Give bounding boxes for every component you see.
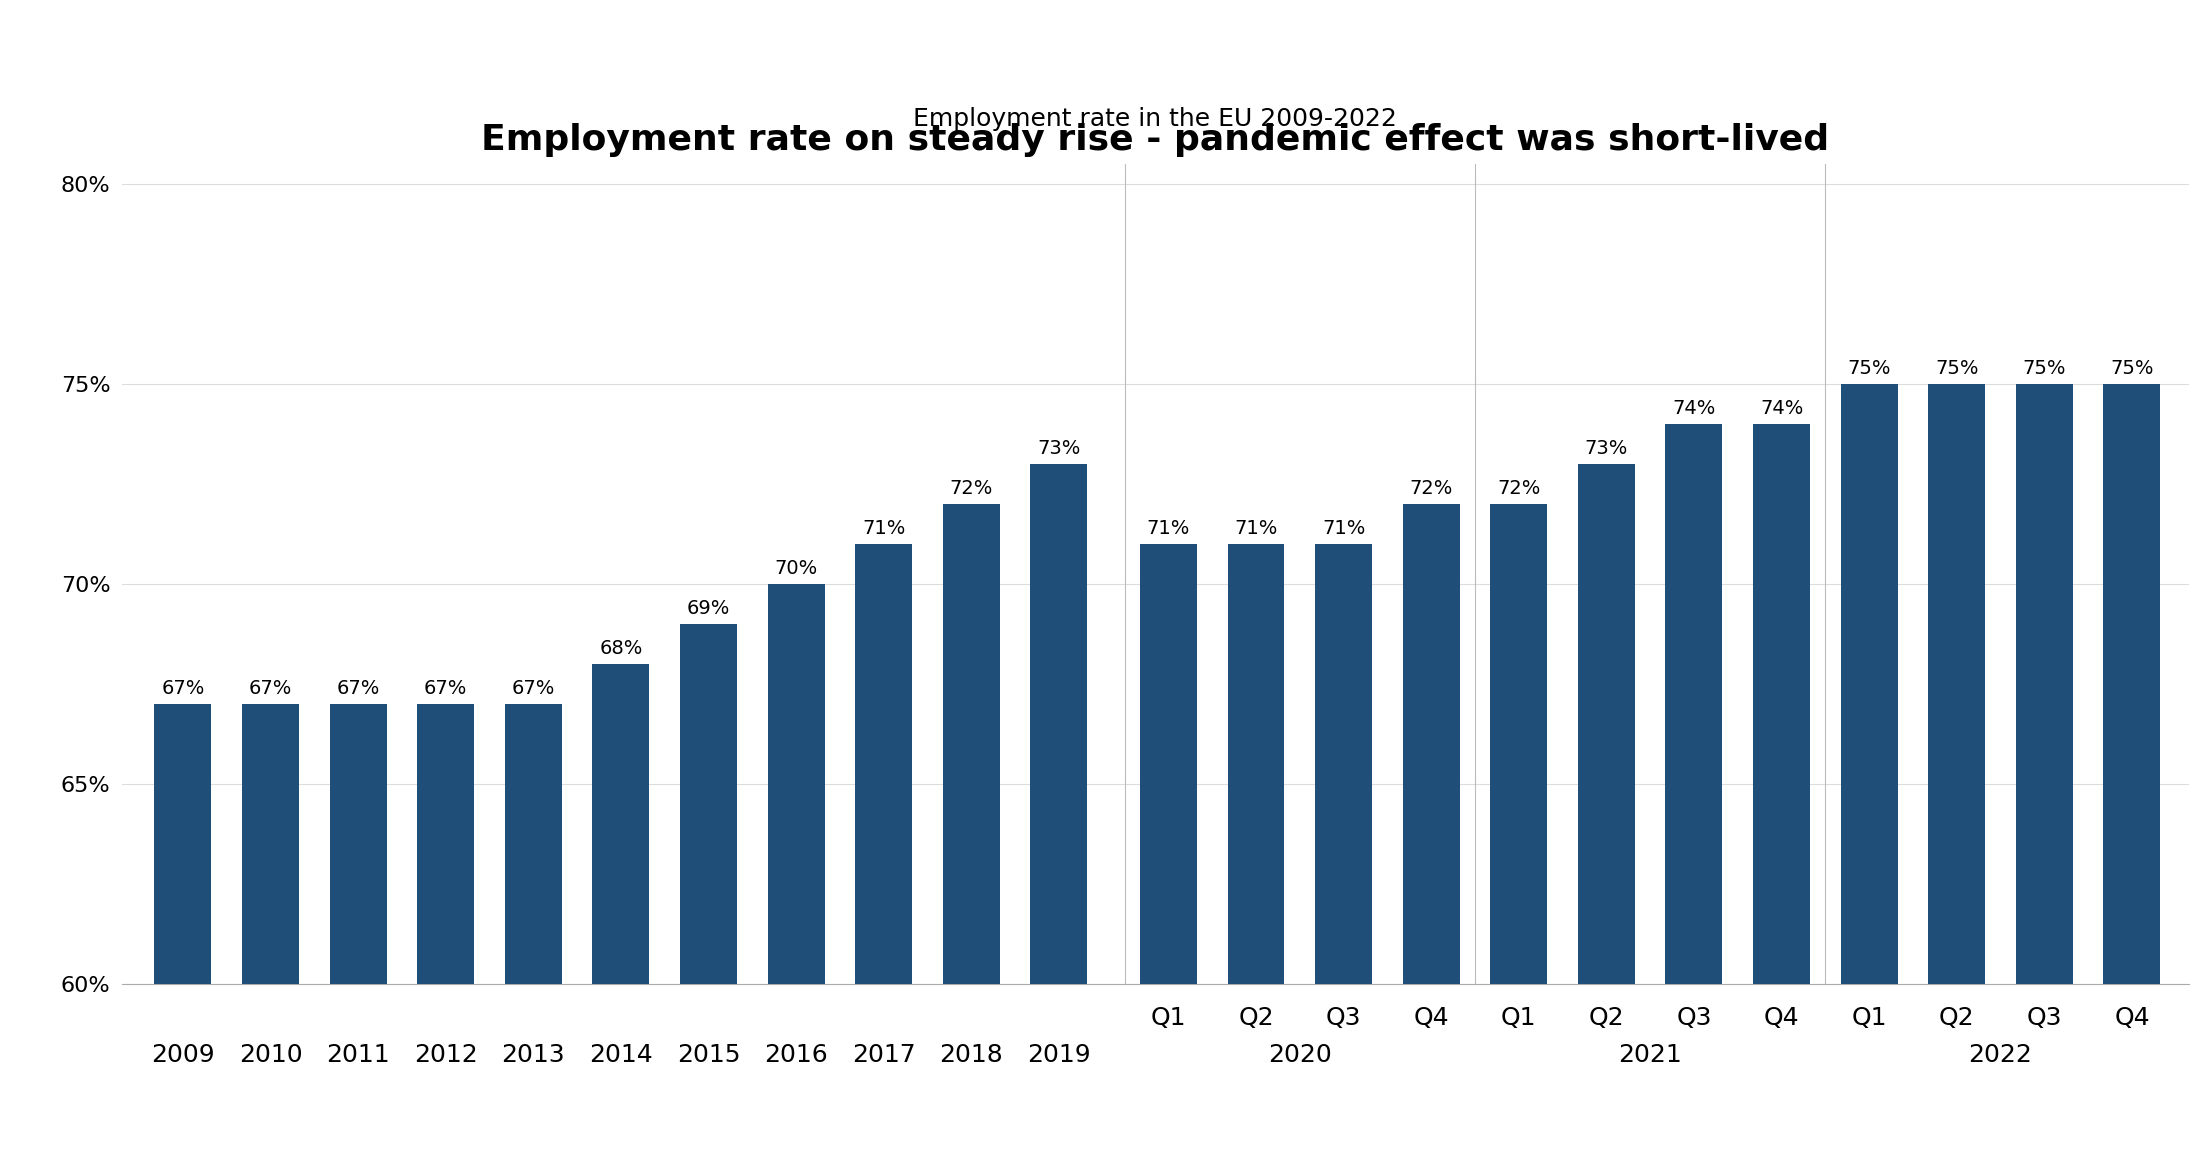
Text: Q1: Q1	[1851, 1007, 1886, 1030]
Text: 2020: 2020	[1267, 1043, 1331, 1067]
Text: 67%: 67%	[511, 680, 555, 699]
Bar	[1665, 424, 1722, 984]
Bar	[767, 585, 825, 984]
Bar	[418, 704, 473, 984]
Bar	[2016, 384, 2074, 984]
Text: 74%: 74%	[1760, 400, 1804, 418]
Text: 2021: 2021	[1618, 1043, 1683, 1067]
Text: Q2: Q2	[1238, 1007, 1274, 1030]
Text: 71%: 71%	[1234, 519, 1278, 538]
Bar	[1753, 424, 1811, 984]
Text: Q3: Q3	[1676, 1007, 1711, 1030]
Bar	[1316, 544, 1373, 984]
Bar	[241, 704, 298, 984]
Text: 67%: 67%	[336, 680, 380, 699]
Bar	[681, 625, 736, 984]
Text: 75%: 75%	[1848, 359, 1890, 379]
Bar	[1030, 464, 1088, 984]
Bar	[1402, 504, 1459, 984]
Text: Q3: Q3	[2027, 1007, 2063, 1030]
Bar	[2103, 384, 2160, 984]
Text: 2016: 2016	[765, 1043, 827, 1067]
Text: 67%: 67%	[161, 680, 206, 699]
Text: 72%: 72%	[1497, 479, 1541, 498]
Text: 73%: 73%	[1037, 440, 1081, 458]
Text: 71%: 71%	[1322, 519, 1364, 538]
Text: Q2: Q2	[1587, 1007, 1625, 1030]
Text: 2015: 2015	[677, 1043, 741, 1067]
Text: Q1: Q1	[1501, 1007, 1537, 1030]
Text: 68%: 68%	[599, 639, 643, 659]
Text: 2022: 2022	[1968, 1043, 2032, 1067]
Text: 2012: 2012	[413, 1043, 478, 1067]
Text: Q2: Q2	[1939, 1007, 1974, 1030]
Text: 71%: 71%	[1148, 519, 1190, 538]
Text: 72%: 72%	[1408, 479, 1453, 498]
Text: 72%: 72%	[949, 479, 993, 498]
Bar	[155, 704, 212, 984]
Bar	[856, 544, 913, 984]
Text: Employment rate in the EU 2009-2022: Employment rate in the EU 2009-2022	[913, 108, 1397, 131]
Bar	[942, 504, 999, 984]
Text: 75%: 75%	[2109, 359, 2154, 379]
Text: 67%: 67%	[250, 680, 292, 699]
Text: 2017: 2017	[851, 1043, 915, 1067]
Text: 2018: 2018	[940, 1043, 1004, 1067]
Text: 2010: 2010	[239, 1043, 303, 1067]
Title: Employment rate on steady rise - pandemic effect was short-lived: Employment rate on steady rise - pandemi…	[482, 123, 1828, 157]
Text: 75%: 75%	[2023, 359, 2065, 379]
Bar	[504, 704, 562, 984]
Text: Q1: Q1	[1150, 1007, 1185, 1030]
Text: 70%: 70%	[774, 559, 818, 578]
Text: 67%: 67%	[425, 680, 467, 699]
Text: 73%: 73%	[1585, 440, 1627, 458]
Text: 74%: 74%	[1672, 400, 1716, 418]
Bar	[1490, 504, 1548, 984]
Text: Q4: Q4	[1413, 1007, 1448, 1030]
Text: 69%: 69%	[688, 599, 730, 619]
Bar	[1928, 384, 1985, 984]
Bar	[1141, 544, 1196, 984]
Bar	[1227, 544, 1285, 984]
Text: 75%: 75%	[1935, 359, 1979, 379]
Text: 2009: 2009	[150, 1043, 214, 1067]
Text: Q4: Q4	[1764, 1007, 1800, 1030]
Text: 2014: 2014	[588, 1043, 652, 1067]
Text: 2013: 2013	[502, 1043, 566, 1067]
Text: Q4: Q4	[2114, 1007, 2149, 1030]
Text: 2011: 2011	[327, 1043, 389, 1067]
Text: 2019: 2019	[1028, 1043, 1090, 1067]
Bar	[329, 704, 387, 984]
Text: Q3: Q3	[1327, 1007, 1362, 1030]
Bar	[1579, 464, 1634, 984]
Bar	[1842, 384, 1897, 984]
Text: 71%: 71%	[862, 519, 904, 538]
Bar	[593, 665, 650, 984]
